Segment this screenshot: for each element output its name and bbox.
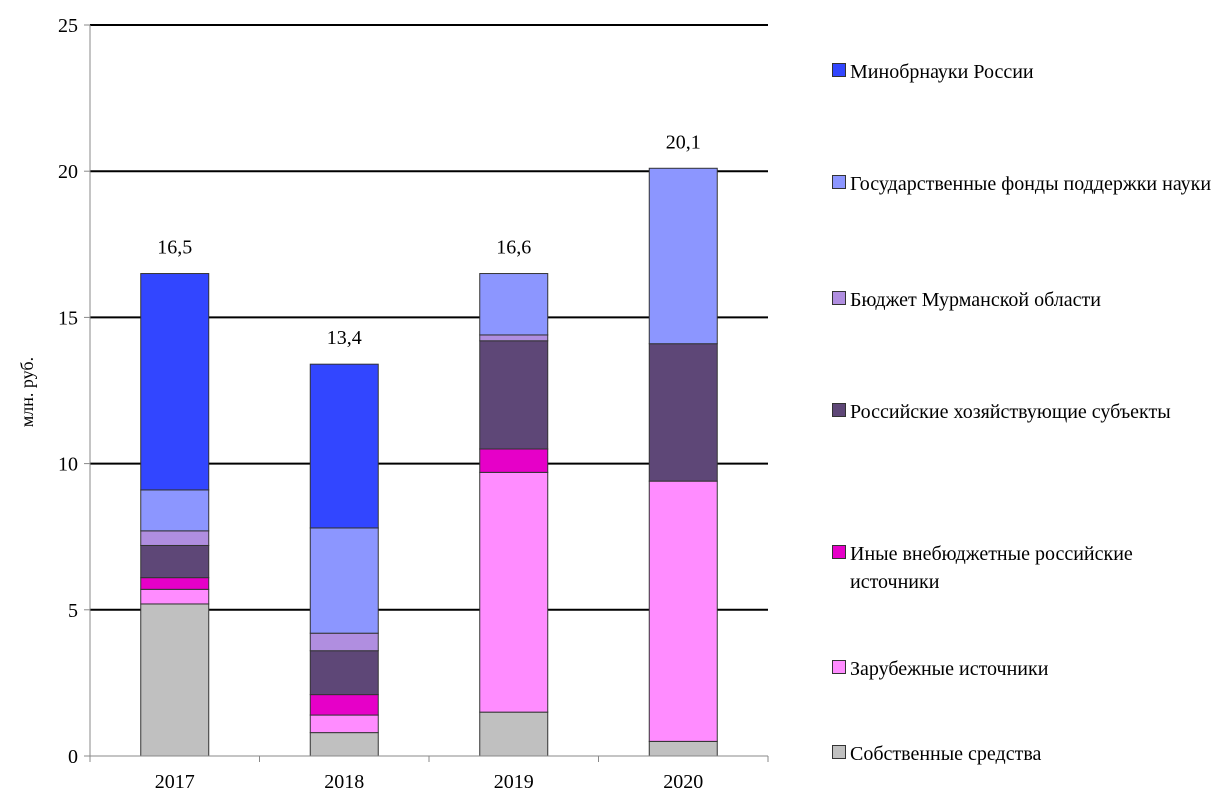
x-tick-label: 2017: [155, 771, 195, 793]
legend-swatch: [832, 175, 846, 189]
bar-segment: [140, 489, 210, 532]
y-tick-label: 15: [58, 307, 78, 329]
bar-segment: [309, 363, 379, 529]
total-data-label: 16,5: [157, 237, 192, 259]
legend-swatch: [832, 403, 846, 417]
legend-item: Зарубежные источники: [832, 655, 1048, 683]
legend-swatch: [832, 660, 846, 674]
legend-item: Государственные фонды поддержки науки: [832, 170, 1211, 198]
bar-segment: [140, 577, 210, 590]
bar-segment: [309, 694, 379, 716]
y-tick-label: 25: [58, 15, 78, 37]
legend-item: Бюджет Мурманской области: [832, 286, 1101, 314]
total-data-label: 13,4: [327, 327, 362, 349]
legend-item: Иные внебюджетные российские источники: [832, 540, 1218, 596]
legend-item: Собственные средства: [832, 740, 1041, 768]
legend-label: Иные внебюджетные российские источники: [850, 543, 1133, 593]
y-tick-label: 10: [58, 454, 78, 476]
legend-swatch: [832, 545, 846, 559]
legend-label: Государственные фонды поддержки науки: [850, 173, 1212, 195]
bar-segment: [309, 632, 379, 652]
x-tick-label: 2018: [324, 771, 364, 793]
stacked-bar-chart: 0 5 10 15 20 25 2017 16,5 2018 13,4 2019 16,6 2020 2…: [17, 15, 769, 793]
total-data-label: 20,1: [666, 131, 701, 153]
bar-segment: [309, 714, 379, 734]
bar-segment: [309, 527, 379, 634]
bar-segment: [309, 650, 379, 696]
legend-item: Минобрнауки России: [832, 58, 1034, 86]
bar-segment: [479, 334, 549, 342]
y-tick-label: 20: [58, 161, 78, 183]
legend-label: Минобрнауки России: [850, 61, 1034, 83]
chart-legend: Минобрнауки России Государственные фонды …: [832, 0, 1218, 796]
bar-segment: [479, 711, 549, 757]
x-tick-label: 2020: [663, 771, 703, 793]
legend-swatch: [832, 745, 846, 759]
total-data-label: 16,6: [496, 237, 531, 259]
bar-segment: [648, 740, 718, 757]
bar-segment: [479, 448, 549, 473]
x-tick-label: 2019: [494, 771, 534, 793]
bar-segment: [140, 530, 210, 546]
bar-segment: [140, 273, 210, 491]
legend-label: Собственные средства: [850, 743, 1042, 765]
bar-segment: [648, 167, 718, 345]
bar-segment: [140, 544, 210, 579]
bar-segment: [140, 588, 210, 605]
bar-segment: [648, 480, 718, 742]
legend-swatch: [832, 291, 846, 305]
legend-item: Российские хозяйствующие субъекты: [832, 398, 1171, 426]
bar-segment: [648, 343, 718, 482]
legend-label: Российские хозяйствующие субъекты: [850, 401, 1171, 423]
legend-label: Бюджет Мурманской области: [850, 289, 1101, 311]
bar-segment: [479, 471, 549, 713]
bar-segment: [479, 273, 549, 336]
y-tick-label: 0: [68, 746, 78, 768]
bar-segment: [479, 340, 549, 450]
legend-label: Зарубежные источники: [850, 658, 1049, 680]
bar-segment: [140, 603, 210, 757]
bar-segment: [309, 732, 379, 757]
y-tick-label: 5: [68, 600, 78, 622]
legend-swatch: [832, 63, 846, 77]
y-axis-label: млн. руб.: [17, 357, 37, 427]
